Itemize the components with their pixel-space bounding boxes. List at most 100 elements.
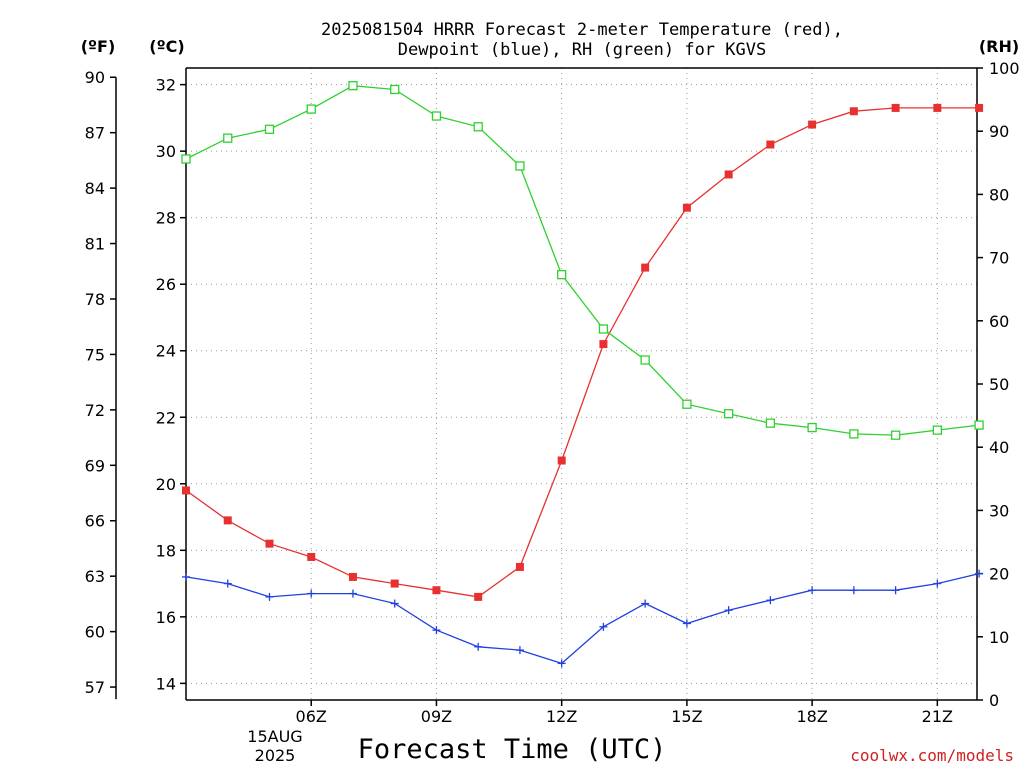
temperature-point xyxy=(474,592,483,601)
temperature-point xyxy=(808,120,817,129)
dewpoint-point xyxy=(348,589,357,598)
dewpoint-point xyxy=(724,606,733,615)
dewpoint-point xyxy=(307,589,316,598)
temperature-point xyxy=(641,263,650,272)
date-label-line2: 2025 xyxy=(255,746,296,765)
series-line-rh xyxy=(185,85,980,436)
celsius-tick-label: 16 xyxy=(156,608,176,627)
series-line-dewpoint xyxy=(185,572,980,665)
dewpoint-point xyxy=(557,659,566,668)
celsius-tick-label: 30 xyxy=(156,142,176,161)
rh-tick-label: 0 xyxy=(989,691,999,710)
rh-point xyxy=(223,133,233,143)
dewpoint-point xyxy=(515,646,524,655)
rh-tick-label: 60 xyxy=(989,312,1009,331)
fahrenheit-tick-label: 72 xyxy=(85,401,105,420)
temperature-point xyxy=(390,579,399,588)
series-rh xyxy=(181,81,984,440)
dewpoint-point xyxy=(474,642,483,651)
dewpoint-point xyxy=(891,586,900,595)
rh-point xyxy=(723,409,734,419)
celsius-tick-label: 32 xyxy=(156,76,176,95)
tick-labels: 14 16 18 20 22 24 26 28 30 32 57 60 63 66 69 72 75 78 81 84… xyxy=(85,59,1020,726)
axes xyxy=(110,67,983,706)
dewpoint-point xyxy=(849,586,858,595)
rh-point xyxy=(473,122,483,132)
celsius-tick-label: 26 xyxy=(156,275,176,294)
x-tick-label: 18Z xyxy=(796,707,827,726)
rh-tick-label: 100 xyxy=(989,59,1020,78)
series-line-temperature xyxy=(185,107,980,598)
rh-unit-label: (RH) xyxy=(979,37,1019,56)
x-tick-label: 15Z xyxy=(671,707,702,726)
celsius-tick-label: 14 xyxy=(156,674,176,693)
rh-point xyxy=(390,84,400,95)
dewpoint-point xyxy=(182,572,190,581)
rh-point xyxy=(890,430,901,440)
temperature-point xyxy=(599,340,608,349)
fahrenheit-tick-label: 69 xyxy=(85,456,105,475)
rh-point xyxy=(807,422,817,433)
temperature-point xyxy=(891,103,900,112)
dewpoint-point xyxy=(933,579,942,588)
rh-tick-label: 90 xyxy=(989,122,1009,141)
data-series xyxy=(181,81,984,668)
rh-tick-label: 40 xyxy=(989,438,1009,457)
rh-point xyxy=(598,324,609,334)
chart-title-line2: Dewpoint (blue), RH (green) for KGVS xyxy=(398,40,766,60)
temperature-point xyxy=(348,572,357,581)
rh-point xyxy=(557,270,567,280)
fahrenheit-tick-label: 81 xyxy=(85,235,105,254)
celsius-tick-label: 24 xyxy=(156,342,176,361)
temperature-point xyxy=(223,516,232,525)
rh-point xyxy=(264,124,275,134)
chart-title-line1: 2025081504 HRRR Forecast 2-meter Tempera… xyxy=(321,20,843,40)
temperature-point xyxy=(515,562,524,571)
rh-point xyxy=(640,355,650,365)
dewpoint-point xyxy=(808,586,817,595)
dewpoint-point xyxy=(641,599,650,608)
temperature-point xyxy=(182,486,190,495)
rh-point xyxy=(348,81,358,91)
rh-point xyxy=(515,161,525,171)
fahrenheit-tick-label: 78 xyxy=(85,290,105,309)
temperature-point xyxy=(766,140,775,149)
fahrenheit-tick-label: 90 xyxy=(85,68,105,87)
rh-point xyxy=(974,420,984,430)
rh-tick-label: 50 xyxy=(989,375,1009,394)
dewpoint-point xyxy=(390,599,399,608)
rh-tick-label: 20 xyxy=(989,565,1009,584)
credit-text: coolwx.com/models xyxy=(850,746,1014,765)
rh-point xyxy=(932,425,942,435)
celsius-tick-label: 22 xyxy=(156,408,176,427)
fahrenheit-tick-label: 63 xyxy=(85,567,105,586)
rh-point xyxy=(682,399,692,409)
fahrenheit-tick-label: 84 xyxy=(85,179,105,198)
celsius-tick-label: 18 xyxy=(156,541,176,560)
fahrenheit-unit-label: (ºF) xyxy=(81,37,116,56)
dewpoint-point xyxy=(682,619,691,628)
rh-point xyxy=(765,418,776,428)
temperature-point xyxy=(682,203,691,212)
celsius-unit-label: (ºC) xyxy=(149,37,184,56)
fahrenheit-tick-label: 57 xyxy=(85,678,105,697)
x-tick-label: 09Z xyxy=(421,707,452,726)
rh-tick-label: 30 xyxy=(989,501,1009,520)
fahrenheit-tick-label: 60 xyxy=(85,623,105,642)
dewpoint-point xyxy=(975,569,984,578)
x-tick-label: 21Z xyxy=(922,707,953,726)
temperature-point xyxy=(557,456,566,465)
celsius-tick-label: 20 xyxy=(156,475,176,494)
celsius-tick-label: 28 xyxy=(156,209,176,228)
temperature-point xyxy=(724,170,733,179)
x-axis-label: Forecast Time (UTC) xyxy=(358,734,667,765)
dewpoint-point xyxy=(432,626,441,635)
temperature-point xyxy=(975,103,984,112)
fahrenheit-tick-label: 66 xyxy=(85,512,105,531)
rh-tick-label: 70 xyxy=(989,249,1009,268)
series-dewpoint xyxy=(182,569,984,668)
dewpoint-point xyxy=(223,579,232,588)
dewpoint-point xyxy=(766,596,775,605)
temperature-point xyxy=(307,552,316,561)
